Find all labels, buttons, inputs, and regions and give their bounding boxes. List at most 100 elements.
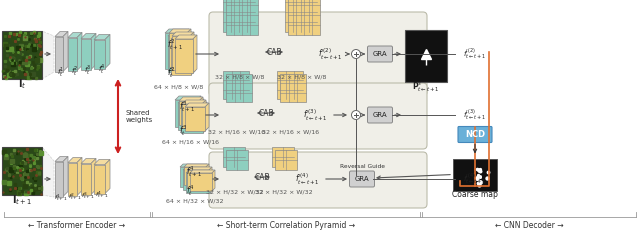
Text: $f_t^3$: $f_t^3$ [179,123,187,138]
Polygon shape [183,170,207,190]
Polygon shape [77,158,82,196]
Polygon shape [202,100,206,128]
Polygon shape [175,35,197,39]
Polygon shape [182,104,202,128]
Polygon shape [42,147,54,197]
Polygon shape [91,33,96,69]
Text: $f_{t+1}^3$: $f_{t+1}^3$ [81,190,95,201]
Text: $f_t^1$: $f_t^1$ [57,66,65,79]
Polygon shape [190,170,215,173]
Text: $f_t^3$: $f_t^3$ [84,64,92,77]
Text: $f_{t+1}^4$: $f_{t+1}^4$ [186,164,202,179]
Text: $f_{t+1}^2$: $f_{t+1}^2$ [68,191,81,202]
Polygon shape [210,170,213,193]
Polygon shape [94,160,110,164]
Polygon shape [183,167,210,170]
Polygon shape [168,32,192,36]
Polygon shape [105,160,110,193]
FancyBboxPatch shape [223,0,255,32]
Text: 64 × H/16 × W/16: 64 × H/16 × W/16 [161,140,218,145]
FancyBboxPatch shape [226,74,252,102]
Text: Shared
weights: Shared weights [126,110,153,123]
Polygon shape [68,37,77,70]
FancyBboxPatch shape [2,31,42,79]
Polygon shape [81,164,91,195]
FancyBboxPatch shape [458,127,492,142]
Polygon shape [186,173,210,193]
Text: 64 × H/32 × W/32: 64 × H/32 × W/32 [166,199,224,204]
Text: 32 × H/16 × W/16: 32 × H/16 × W/16 [209,129,266,135]
Polygon shape [172,32,194,36]
FancyBboxPatch shape [367,107,392,123]
Polygon shape [171,39,191,75]
Polygon shape [185,107,205,131]
Polygon shape [42,31,54,79]
Polygon shape [185,29,189,69]
Polygon shape [55,36,63,72]
FancyBboxPatch shape [280,74,306,102]
Text: $f_{t+1}^2$: $f_{t+1}^2$ [167,37,183,52]
Text: $f_t^4$: $f_t^4$ [186,183,194,198]
Polygon shape [91,159,96,195]
FancyBboxPatch shape [223,147,245,167]
Text: ← Short-term Correlation Pyramid →: ← Short-term Correlation Pyramid → [217,222,355,231]
FancyBboxPatch shape [272,147,294,167]
Text: $f_{t\leftarrow t+1}^{\prime(3)}$: $f_{t\leftarrow t+1}^{\prime(3)}$ [303,107,328,123]
Polygon shape [180,164,207,167]
Polygon shape [165,33,185,69]
Polygon shape [187,167,212,170]
Polygon shape [172,36,190,70]
Polygon shape [190,173,212,191]
Text: 32 × H/8 × W/8: 32 × H/8 × W/8 [277,74,326,79]
Polygon shape [55,161,63,196]
FancyBboxPatch shape [2,147,42,195]
Polygon shape [188,32,192,72]
Text: Reversal Guide: Reversal Guide [339,164,385,169]
Polygon shape [200,99,204,130]
FancyBboxPatch shape [453,159,497,191]
Text: 32 × H/32 × W/32: 32 × H/32 × W/32 [206,190,264,195]
Polygon shape [182,100,206,104]
Text: 32 × H/32 × W/32: 32 × H/32 × W/32 [255,190,313,195]
FancyBboxPatch shape [223,71,249,99]
Polygon shape [63,156,68,196]
Polygon shape [190,32,194,70]
Text: NCD: NCD [465,130,485,139]
Text: $f_t^4$: $f_t^4$ [98,63,106,76]
Polygon shape [81,33,96,38]
Text: $f_{t\leftarrow t+1}^{\prime(4)}$: $f_{t\leftarrow t+1}^{\prime(4)}$ [463,172,486,187]
Polygon shape [184,167,206,185]
Text: $f_t^2$: $f_t^2$ [167,66,175,80]
Polygon shape [209,167,212,188]
Polygon shape [63,32,68,72]
Text: CAB: CAB [258,109,274,118]
FancyBboxPatch shape [209,12,427,96]
Polygon shape [175,39,193,73]
Text: 32 × H/16 × W/16: 32 × H/16 × W/16 [262,129,319,135]
Polygon shape [186,170,213,173]
Polygon shape [203,102,207,133]
Polygon shape [180,167,204,187]
Text: 64 × H/8 × W/8: 64 × H/8 × W/8 [154,85,204,90]
Polygon shape [68,158,82,163]
Text: $\mathbf{I}_{t+1}$: $\mathbf{I}_{t+1}$ [12,193,32,207]
Polygon shape [199,97,203,125]
Polygon shape [178,99,204,103]
Polygon shape [169,29,191,33]
Circle shape [351,110,360,119]
Text: ← Transformer Encoder →: ← Transformer Encoder → [28,222,125,231]
FancyBboxPatch shape [277,71,303,99]
Polygon shape [168,36,188,72]
FancyBboxPatch shape [367,46,392,62]
Text: $f_{t\leftarrow t+1}^{\prime(2)}$: $f_{t\leftarrow t+1}^{\prime(2)}$ [317,46,342,62]
Text: CAB: CAB [266,47,282,56]
Text: Coarse map: Coarse map [452,190,498,199]
Text: $f_{t\leftarrow t+1}^{\prime(4)}$: $f_{t\leftarrow t+1}^{\prime(4)}$ [294,171,319,187]
Polygon shape [181,106,203,133]
Polygon shape [197,96,201,127]
Polygon shape [207,167,210,190]
Polygon shape [212,170,215,191]
Polygon shape [55,156,68,161]
Polygon shape [187,29,191,67]
Polygon shape [77,32,82,70]
